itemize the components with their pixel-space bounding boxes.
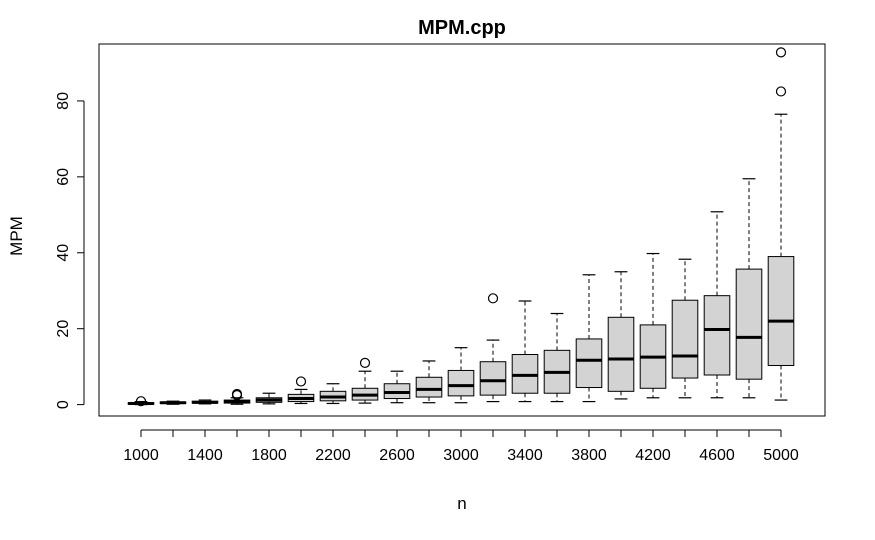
x-tick-label: 1000 [123,447,159,464]
x-tick-label: 2600 [379,447,415,464]
outlier-point [295,376,307,387]
box-iqr [767,256,795,367]
box-5000 [767,47,795,401]
box-1800 [255,392,283,405]
outlier-point [135,396,147,407]
box-iqr [703,295,731,376]
x-tick-label: 1400 [187,447,223,464]
box-2800 [415,360,443,404]
outlier-point [487,293,499,304]
outlier-point [775,86,787,97]
x-tick-label: 4200 [635,447,671,464]
box-iqr [511,354,539,394]
x-tick-label: 3400 [507,447,543,464]
box-2200 [319,383,347,405]
plot-frame [98,43,826,417]
y-axis-label: MPM [7,216,26,256]
outlier-point [359,357,371,368]
x-tick-label: 5000 [763,447,799,464]
box-1600 [223,388,251,405]
box-2000 [287,376,315,405]
outlier-point [775,47,787,58]
x-tick-label: 3000 [443,447,479,464]
box-iqr [447,369,475,397]
box-3000 [447,347,475,404]
box-4200 [639,252,667,399]
box-2600 [383,370,411,404]
box-2400 [351,357,379,404]
box-3600 [543,312,571,403]
box-1400 [191,399,219,405]
outlier-point [231,388,243,400]
boxes-group [127,47,795,407]
y-tick-label: 0 [55,400,72,409]
x-tick-label: 1800 [251,447,287,464]
box-4600 [703,211,731,399]
y-tick-label: 60 [55,168,72,186]
box-4000 [607,271,635,400]
box-3800 [575,274,603,403]
box-iqr [671,299,699,379]
y-tick-label: 20 [55,320,72,338]
box-iqr [415,376,443,398]
y-tick-label: 80 [55,92,72,110]
x-tick-label: 3800 [571,447,607,464]
box-1000 [127,396,155,407]
box-1200 [159,400,187,405]
box-4400 [671,258,699,399]
box-iqr [479,361,507,396]
x-axis: 1000 1400 1800 2200 2600 3000 3400 3800 4200 4600… [123,429,799,464]
chart-title: MPM.cpp [418,17,506,39]
box-3200 [479,293,507,403]
y-tick-label: 40 [55,244,72,262]
x-tick-label: 4600 [699,447,735,464]
y-axis: 0 20 40 60 80 [55,92,85,409]
box-iqr [735,268,763,380]
box-4800 [735,178,763,399]
box-iqr [607,316,635,392]
box-3400 [511,300,539,403]
x-tick-label: 2200 [315,447,351,464]
x-axis-label: n [457,494,466,513]
box-iqr [575,338,603,389]
